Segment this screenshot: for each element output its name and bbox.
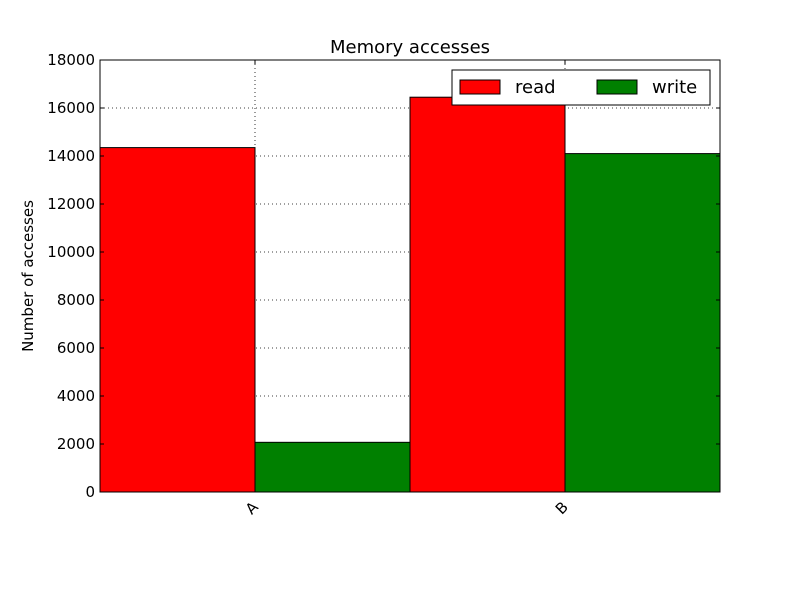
legend-swatch-read xyxy=(459,79,501,95)
y-tick-label: 0 xyxy=(85,483,95,501)
legend-swatch-write xyxy=(596,79,638,95)
legend: read write xyxy=(451,69,711,106)
y-tick-label: 18000 xyxy=(47,51,95,69)
y-tick-label: 14000 xyxy=(47,147,95,165)
chart-title: Memory accesses xyxy=(330,37,490,58)
legend-label-write: write xyxy=(652,77,697,98)
y-tick-label: 10000 xyxy=(47,243,95,261)
axis-ticks: 0 2000 4000 6000 8000 10000 12000 14000 16000 180… xyxy=(47,51,720,518)
y-tick-label: 8000 xyxy=(57,291,95,309)
y-tick-label: 2000 xyxy=(57,435,95,453)
bars xyxy=(99,96,721,493)
x-tick-label: A xyxy=(242,498,263,519)
x-tick-label: B xyxy=(552,498,572,518)
bar-write-B xyxy=(564,153,721,493)
y-tick-label: 4000 xyxy=(57,387,95,405)
bar-write-A xyxy=(254,441,411,493)
bar-read-B xyxy=(409,96,566,493)
bar-read-A xyxy=(99,147,256,493)
plot-frame xyxy=(99,59,721,493)
legend-label-read: read xyxy=(515,77,556,98)
y-tick-label: 6000 xyxy=(57,339,95,357)
y-axis-label: Number of accesses xyxy=(19,200,37,352)
y-tick-label: 16000 xyxy=(47,99,95,117)
y-tick-label: 12000 xyxy=(47,195,95,213)
